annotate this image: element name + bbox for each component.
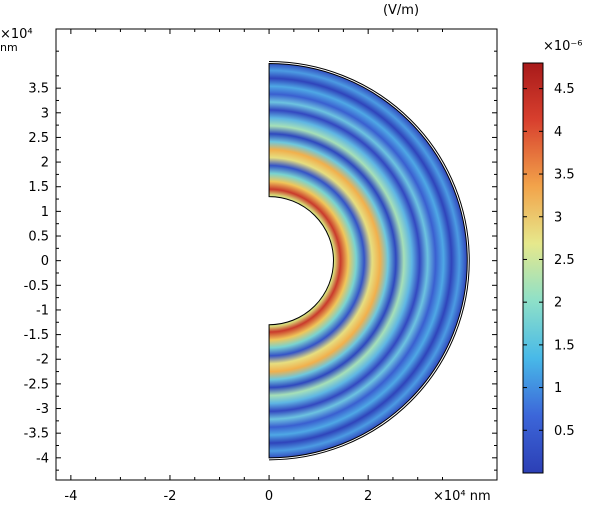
y-tick-label: 3 (41, 106, 49, 121)
colorbar-exponent-label: ×10⁻⁶ (543, 39, 583, 54)
colorbar-tick-label: 1.5 (554, 338, 575, 353)
colorbar-tick-label: 1 (554, 381, 562, 396)
y-tick-label: 0.5 (28, 230, 49, 245)
y-tick-label: 2.5 (28, 131, 49, 146)
y-tick-label: -4 (36, 451, 49, 466)
colorbar-tick-label: 3.5 (554, 168, 575, 183)
y-tick-label: -2 (36, 353, 49, 368)
x-tick-labels: -4 -2 0 2 (64, 489, 372, 504)
colorbar-tick-label: 4.5 (554, 82, 575, 97)
colorbar-tick-label: 4 (554, 125, 562, 140)
plot-frame (55, 28, 498, 481)
axis-ticks (56, 29, 497, 480)
colorbar-tick-label: 3 (554, 210, 562, 225)
y-unit-label: nm (0, 41, 18, 54)
y-tick-label: 0 (41, 254, 49, 269)
y-tick-labels: 3.5 3 2.5 2 1.5 1 0.5 0 -0.5 -1 -1.5 -2 -2.5 -3 -3.5 -4 (24, 82, 49, 467)
y-tick-label: -2.5 (24, 377, 49, 392)
colorbar-tick-label: 2.5 (554, 253, 575, 268)
colorbar-tick-label: 2 (554, 296, 562, 311)
x-tick-label: -2 (163, 489, 176, 504)
y-tick-label: -1.5 (24, 328, 49, 343)
x-tick-label: 2 (364, 489, 372, 504)
y-tick-label: 2 (41, 156, 49, 171)
unit-label: (V/m) (383, 3, 419, 18)
colorbar-ticks: 0.5 1 1.5 2 2.5 3 3.5 4 4.5 (523, 82, 575, 439)
x-tick-label: -4 (64, 489, 77, 504)
x-tick-label: 0 (265, 489, 273, 504)
y-tick-label: -0.5 (24, 279, 49, 294)
domain-outer-border (269, 61, 470, 461)
y-tick-label: 1 (41, 205, 49, 220)
y-tick-label: -1 (36, 303, 49, 318)
y-tick-label: -3 (36, 402, 49, 417)
colorbar-tick-label: 0.5 (554, 424, 575, 439)
y-exponent-label: ×10⁴ (0, 27, 33, 42)
y-tick-label: -3.5 (24, 427, 49, 442)
y-tick-label: 1.5 (28, 180, 49, 195)
field-domain (268, 63, 468, 459)
y-tick-label: 3.5 (28, 82, 49, 97)
x-exponent-label: ×10⁴ nm (433, 489, 491, 504)
colorbar (522, 62, 544, 474)
